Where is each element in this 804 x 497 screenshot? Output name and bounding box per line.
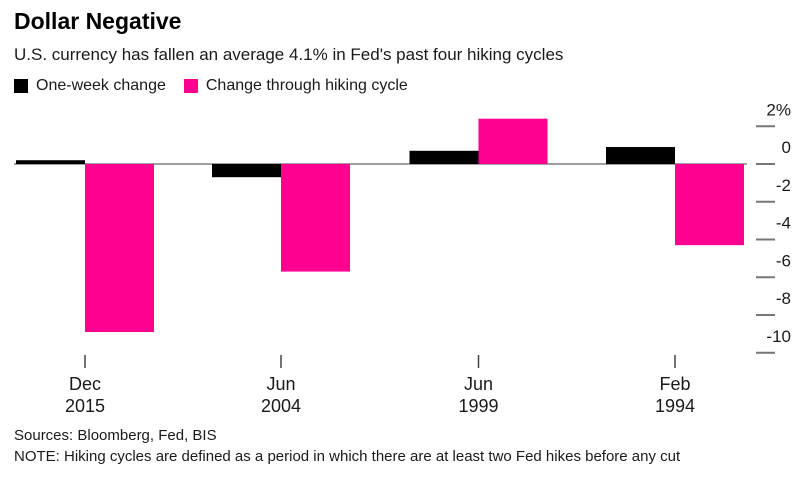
y-axis-label: -6 xyxy=(776,251,791,270)
chart-footer: Sources: Bloomberg, Fed, BIS NOTE: Hikin… xyxy=(14,425,804,467)
x-axis-label: 1999 xyxy=(458,396,498,416)
x-axis-label: 2015 xyxy=(65,396,105,416)
x-axis-label: 1994 xyxy=(655,396,695,416)
y-axis-label: 2% xyxy=(766,100,791,119)
y-axis-label: 0 xyxy=(782,138,791,157)
bar-hiking-cycle-1 xyxy=(85,164,154,332)
sources-line: Sources: Bloomberg, Fed, BIS xyxy=(14,427,217,444)
bar-one-week-3 xyxy=(409,150,479,164)
x-axis-label: Jun xyxy=(266,374,295,394)
chart-legend: One-week change Change through hiking cy… xyxy=(14,77,804,95)
y-axis-label: -8 xyxy=(776,289,791,308)
legend-item-hiking-cycle: Change through hiking cycle xyxy=(183,77,408,95)
bar-hiking-cycle-3 xyxy=(478,118,548,164)
page-title: Dollar Negative xyxy=(14,8,182,34)
bar-one-week-1 xyxy=(16,160,85,164)
y-axis-label: -10 xyxy=(766,327,791,346)
y-axis-label: -4 xyxy=(776,214,791,233)
x-axis-label: Dec xyxy=(69,374,101,394)
bar-one-week-2 xyxy=(212,164,281,178)
bar-hiking-cycle-4 xyxy=(675,164,744,246)
x-axis-label: Jun xyxy=(464,374,493,394)
bar-chart: 2%0-2-4-6-8-10Dec2015Jun2004Jun1999Feb19… xyxy=(14,100,791,416)
x-axis-label: Feb xyxy=(659,374,690,394)
bar-one-week-4 xyxy=(606,147,675,164)
chart-subtitle: U.S. currency has fallen an average 4.1%… xyxy=(14,45,564,64)
y-axis-label: -2 xyxy=(776,176,791,195)
legend-label-one-week: One-week change xyxy=(36,77,166,94)
x-axis-label: 2004 xyxy=(261,396,301,416)
legend-swatch-one-week xyxy=(14,79,28,93)
legend-label-hiking-cycle: Change through hiking cycle xyxy=(205,77,408,94)
legend-item-one-week: One-week change xyxy=(14,77,166,95)
legend-swatch-hiking-cycle xyxy=(183,79,198,93)
note-line: NOTE: Hiking cycles are defined as a per… xyxy=(14,448,681,465)
bar-hiking-cycle-2 xyxy=(281,164,350,272)
